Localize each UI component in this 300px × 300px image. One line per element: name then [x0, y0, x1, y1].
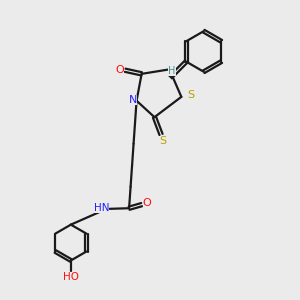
- Text: O: O: [116, 65, 124, 75]
- Text: S: S: [159, 136, 166, 146]
- Text: N: N: [129, 94, 137, 104]
- Text: HN: HN: [94, 203, 109, 213]
- Text: HO: HO: [63, 272, 79, 282]
- Text: O: O: [142, 198, 152, 208]
- Text: H: H: [168, 66, 176, 76]
- Text: S: S: [187, 90, 194, 100]
